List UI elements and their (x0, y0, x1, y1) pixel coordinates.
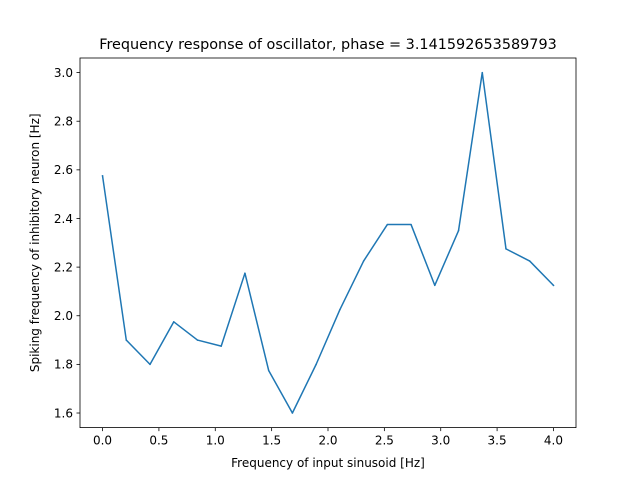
data-point (505, 248, 507, 250)
x-tick-label: 3.0 (431, 434, 450, 448)
data-point (434, 284, 436, 287)
data-point (386, 223, 389, 226)
x-tick-label: 0.5 (149, 434, 168, 448)
data-point (220, 345, 222, 347)
data-point (410, 223, 412, 226)
y-axis-ticks: 1.6 1.8 2.0 2.2 2.4 2.6 2.8 3.0 (54, 66, 80, 420)
data-point (362, 260, 365, 262)
data-point (125, 339, 128, 341)
data-point (315, 363, 317, 366)
y-tick-label: 2.4 (54, 212, 73, 226)
data-point (291, 412, 294, 414)
x-tick-label: 3.5 (488, 434, 507, 448)
axes-frame (79, 57, 577, 429)
y-tick-label: 3.0 (54, 66, 73, 80)
x-axis-ticks: 0.0 0.5 1.0 1.5 2.0 2.5 3.0 3.5 4.0 (93, 427, 563, 448)
x-tick-label: 4.0 (544, 434, 563, 448)
data-point (528, 260, 531, 262)
y-tick-label: 1.6 (54, 406, 73, 420)
x-tick-label: 1.5 (262, 434, 281, 448)
x-tick-label: 2.0 (318, 434, 337, 448)
y-axis-label: Spiking frequency of inhibitory neuron [… (28, 113, 42, 372)
plot-area (101, 71, 555, 414)
data-point (457, 229, 460, 232)
y-tick-label: 2.2 (54, 260, 73, 274)
data-point (552, 284, 555, 287)
data-point (244, 272, 246, 274)
x-axis-label: Frequency of input sinusoid [Hz] (231, 456, 425, 470)
x-tick-label: 2.5 (375, 434, 394, 448)
data-point (149, 363, 151, 366)
y-tick-label: 2.0 (54, 309, 73, 323)
series-line (101, 71, 555, 414)
data-point (196, 339, 199, 341)
y-tick-label: 2.6 (54, 163, 73, 177)
data-point (481, 71, 484, 74)
chart-title: Frequency response of oscillator, phase … (99, 37, 557, 53)
data-point (101, 175, 104, 177)
x-tick-label: 0.0 (93, 434, 112, 448)
data-point (339, 308, 341, 311)
data-point (267, 369, 270, 372)
data-point (172, 321, 175, 323)
x-tick-label: 1.0 (206, 434, 225, 448)
y-tick-label: 1.8 (54, 358, 73, 372)
y-tick-label: 2.8 (54, 115, 73, 129)
